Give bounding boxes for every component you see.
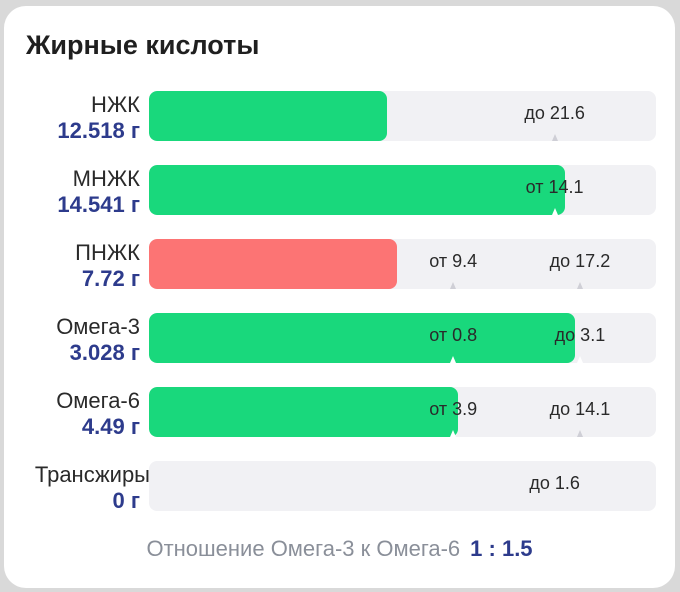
nutrient-progress-bar: до 21.6 [149, 91, 656, 141]
nutrient-amount: 0 г [112, 488, 140, 513]
range-marker-tick [576, 430, 583, 437]
range-marker-tick [450, 430, 457, 437]
nutrient-amount: 12.518 г [57, 118, 140, 143]
range-marker-label: до 21.6 [524, 103, 585, 123]
nutrient-row-omega6: Омега-6 4.49 г от 3.9 до 14.1 [4, 383, 675, 443]
nutrient-label: Омега-3 [56, 314, 140, 339]
nutrient-row-polyunsaturated: ПНЖК 7.72 г от 9.4 до 17.2 [4, 235, 675, 295]
range-marker-tick [450, 282, 457, 289]
range-marker-tick [551, 208, 558, 215]
range-marker-label: от 3.9 [429, 399, 478, 419]
nutrient-amount: 14.541 г [57, 192, 140, 217]
nutrient-row-monounsaturated: МНЖК 14.541 г от 14.1 [4, 161, 675, 221]
nutrient-label: Трансжиры [34, 462, 150, 487]
range-marker-label: от 0.8 [429, 325, 478, 345]
progress-fill [149, 91, 388, 141]
range-marker-label: от 14.1 [525, 177, 584, 197]
nutrient-amount: 3.028 г [69, 340, 140, 365]
nutrient-amount: 4.49 г [81, 414, 140, 439]
range-marker-label: до 1.6 [529, 473, 580, 493]
progress-fill [149, 313, 575, 363]
nutrient-row-trans-fats: Трансжиры 0 г до 1.6 [4, 457, 675, 517]
nutrient-progress-bar: от 3.9 до 14.1 [149, 387, 656, 437]
range-marker-label: от 9.4 [429, 251, 478, 271]
nutrient-label: Омега-6 [56, 388, 140, 413]
range-marker-label: до 14.1 [549, 399, 611, 419]
nutrient-progress-bar: от 0.8 до 3.1 [149, 313, 656, 363]
nutrient-label: МНЖК [72, 166, 140, 191]
omega-ratio-label: Отношение Омега-3 к Омега-6 [146, 536, 461, 561]
progress-fill [149, 387, 459, 437]
nutrient-row-omega3: Омега-3 3.028 г от 0.8 до 3.1 [4, 309, 675, 369]
nutrient-label: НЖК [90, 92, 140, 117]
range-marker-label: до 17.2 [549, 251, 611, 271]
nutrient-label: ПНЖК [75, 240, 140, 265]
range-marker-tick [576, 356, 583, 363]
range-marker-tick [576, 282, 583, 289]
range-marker-tick [450, 356, 457, 363]
omega-ratio-value: 1 : 1.5 [470, 536, 533, 561]
nutrient-amount: 7.72 г [81, 266, 140, 291]
nutrient-progress-bar: от 14.1 [149, 165, 656, 215]
nutrient-progress-bar: до 1.6 [149, 461, 656, 511]
range-marker-label: до 3.1 [554, 325, 606, 345]
range-marker-tick [551, 134, 558, 141]
nutrient-progress-bar: от 9.4 до 17.2 [149, 239, 656, 289]
fatty-acids-card: Жирные кислоты НЖК 12.518 г до 21.6 МНЖК… [4, 6, 675, 588]
card-title: Жирные кислоты [26, 30, 260, 60]
nutrient-row-saturated: НЖК 12.518 г до 21.6 [4, 87, 675, 147]
omega-ratio: Отношение Омега-3 к Омега-6 1 : 1.5 [4, 536, 675, 562]
progress-fill [149, 165, 565, 215]
progress-fill [149, 239, 398, 289]
